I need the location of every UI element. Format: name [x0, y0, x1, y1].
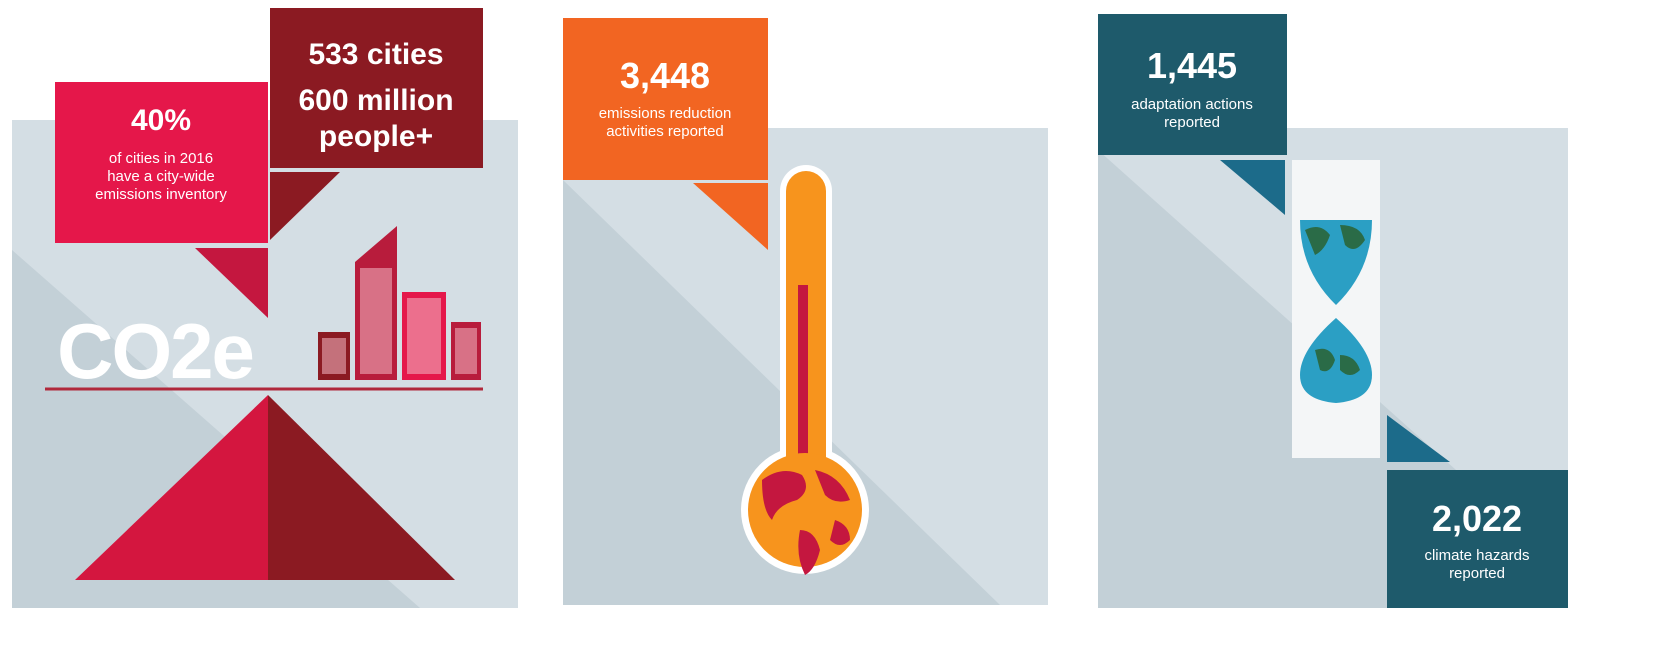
pointer	[270, 172, 340, 240]
triangle-left	[75, 395, 268, 580]
panel-reduction-activities: 3,448 emissions reduction activities rep…	[563, 18, 1048, 605]
pointer	[1387, 415, 1450, 462]
hazards-text: climate hazards	[1424, 547, 1529, 564]
stat-text: emissions inventory	[95, 186, 227, 203]
hazards-box	[1387, 470, 1568, 608]
stat-text: emissions reduction	[599, 105, 732, 122]
hourglass	[1292, 160, 1380, 458]
stat-box	[1098, 14, 1287, 155]
stat-box	[55, 82, 268, 243]
stat-value: 3,448	[620, 55, 710, 96]
thermometer	[741, 165, 869, 575]
stat-box	[563, 18, 768, 180]
co2e-logo: CO2e	[57, 307, 253, 395]
pointer	[693, 183, 768, 250]
reach-box	[270, 8, 483, 168]
panel-emissions-inventory: CO2e 40% of cities in 2016 have a city-w…	[12, 8, 518, 608]
stat-text: activities reported	[606, 123, 724, 140]
stat-value: 1,445	[1147, 45, 1237, 86]
reach-text: 600 million	[298, 84, 453, 117]
hazards-text: reported	[1449, 565, 1505, 582]
panel-adaptation: 1,445 adaptation actions reported 2,022 …	[1098, 14, 1568, 608]
stat-text: have a city-wide	[107, 168, 215, 185]
reach-text: 533 cities	[308, 38, 443, 71]
reach-text: people+	[319, 120, 433, 153]
hazards-value: 2,022	[1432, 498, 1522, 539]
stat-text: of cities in 2016	[109, 150, 213, 167]
stat-text: reported	[1164, 114, 1220, 131]
pointer	[195, 248, 268, 318]
pointer	[1220, 160, 1285, 215]
triangle-right	[268, 395, 455, 580]
buildings	[318, 226, 481, 380]
stat-value: 40%	[131, 104, 191, 137]
stat-text: adaptation actions	[1131, 96, 1253, 113]
